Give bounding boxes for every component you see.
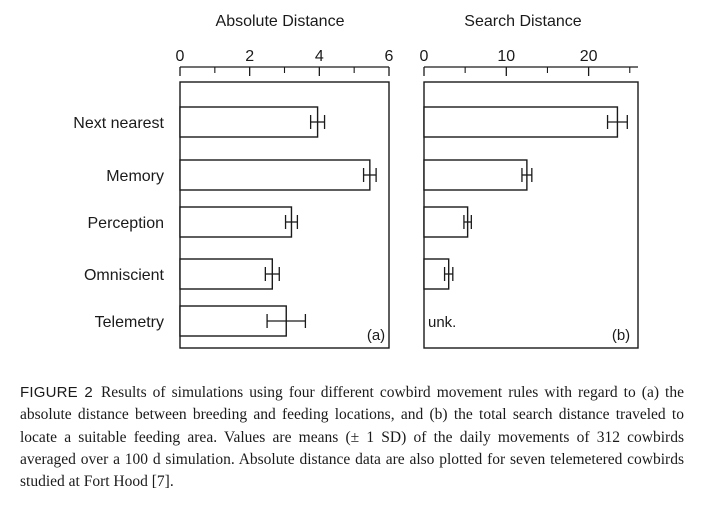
panel-a-tick-label: 4 xyxy=(315,48,324,65)
panel-a-title: Absolute Distance xyxy=(216,13,345,30)
figure-caption: FIGURE 2 Results of simulations using fou… xyxy=(20,382,684,493)
panel-a-bar xyxy=(180,207,291,237)
category-label: Next nearest xyxy=(73,115,164,132)
panel-b-tick-label: 10 xyxy=(497,48,515,65)
caption-text: Results of simulations using four differ… xyxy=(20,384,684,490)
panel-b-bar xyxy=(424,107,617,137)
panel-b-bar xyxy=(424,207,468,237)
panel-b-missing-label: unk. xyxy=(428,314,456,331)
category-label: Perception xyxy=(88,215,165,232)
panel-a-bar xyxy=(180,160,370,190)
panel-b-title: Search Distance xyxy=(464,13,581,30)
panel-b-tick-label: 20 xyxy=(580,48,598,65)
panel-a-bar xyxy=(180,259,272,289)
category-label: Memory xyxy=(106,168,164,185)
panel-b-tick-label: 0 xyxy=(420,48,429,65)
panel-b-label: (b) xyxy=(612,327,630,344)
caption-figure-label: FIGURE 2 xyxy=(20,384,93,401)
panel-a-tick-label: 0 xyxy=(176,48,185,65)
figure-chart: Next nearest Memory Perception Omniscient Te… xyxy=(0,0,714,380)
panel-absolute-distance: Absolute Distance (a) 0 2 4 6 xyxy=(176,13,394,348)
panel-search-distance: Search Distance (b) 0 10 20 unk. xyxy=(420,13,638,348)
panel-a-bar xyxy=(180,107,318,137)
panel-a-tick-label: 2 xyxy=(245,48,254,65)
panel-a-label: (a) xyxy=(367,327,385,344)
panel-b-bar xyxy=(424,160,527,190)
category-labels: Next nearest Memory Perception Omniscient Te… xyxy=(73,115,164,331)
panel-a-tick-label: 6 xyxy=(385,48,394,65)
category-label: Telemetry xyxy=(95,314,164,331)
category-label: Omniscient xyxy=(84,267,165,284)
